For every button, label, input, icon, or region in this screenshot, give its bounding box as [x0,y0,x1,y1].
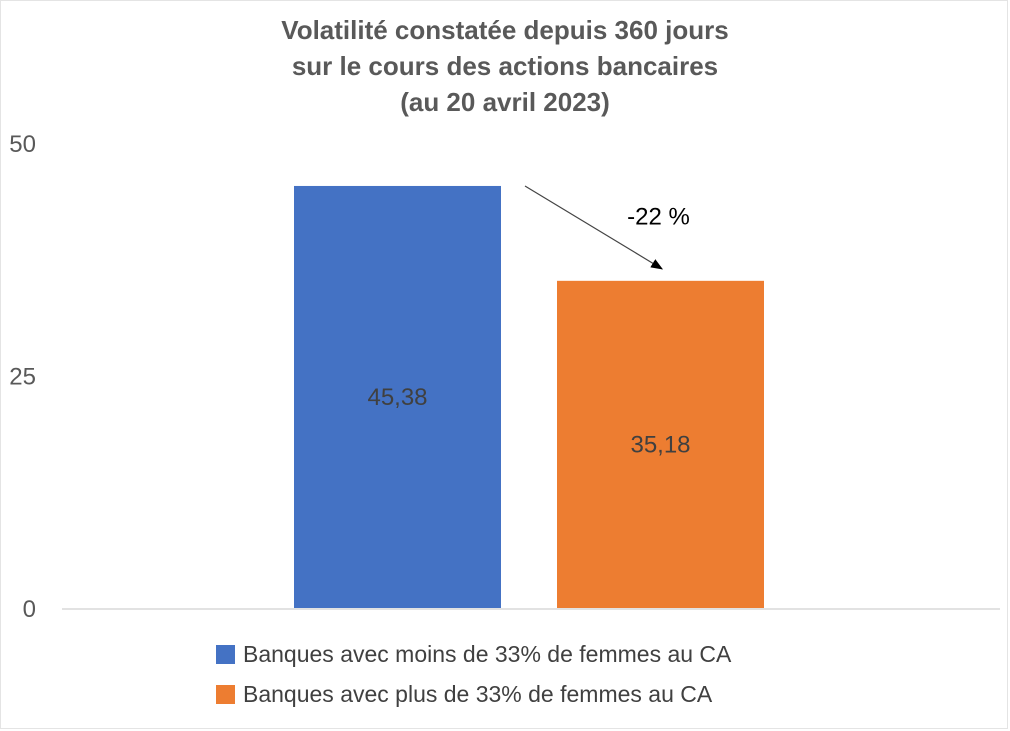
chart-title: Volatilité constatée depuis 360 jours su… [0,12,1010,120]
chart-title-line-1: Volatilité constatée depuis 360 jours [281,15,729,45]
legend-label-more-than-33: Banques avec plus de 33% de femmes au CA [243,680,713,707]
y-tick-label-1: 25 [9,364,36,391]
legend-item-less-than-33[interactable]: Banques avec moins de 33% de femmes au C… [216,636,731,672]
legend-swatch-orange [216,684,235,704]
chart-title-line-3: (au 20 avril 2023) [400,87,610,117]
legend-label-less-than-33: Banques avec moins de 33% de femmes au C… [243,640,732,667]
chart-legend: Banques avec moins de 33% de femmes au C… [216,636,731,716]
bar-0[interactable] [294,185,501,608]
annotation-text: -22 % [627,203,690,230]
bar-value-label-0: 45,38 [367,384,427,411]
y-tick-label-0: 0 [23,596,36,623]
annotation-arrow [524,185,664,270]
bar-1[interactable] [557,280,764,608]
legend-item-more-than-33[interactable]: Banques avec plus de 33% de femmes au CA [216,676,731,712]
y-tick-label-2: 50 [9,131,36,158]
chart-title-line-2: sur le cours des actions bancaires [291,51,719,81]
legend-swatch-blue [216,644,235,664]
bar-value-label-1: 35,18 [630,431,690,458]
